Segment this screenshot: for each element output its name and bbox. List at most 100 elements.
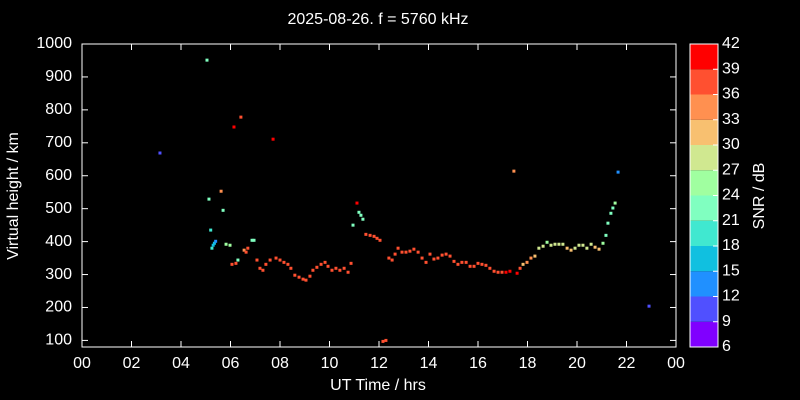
x-tick-label: 08 [271,355,289,372]
data-point [338,268,342,272]
data-point [230,262,234,266]
data-point [282,260,286,264]
data-point [561,242,565,246]
data-point [255,258,259,262]
colorbar-tick-label: 6 [722,338,731,355]
data-point [375,236,379,240]
y-tick-label: 900 [45,68,72,85]
x-tick-label: 10 [321,355,339,372]
data-point [293,273,297,277]
data-point [488,266,492,270]
data-point [308,274,312,278]
colorbar-segment [690,271,718,297]
data-point [577,243,581,247]
colorbar-segment [690,119,718,145]
data-point [545,240,549,244]
data-point [271,137,275,141]
colorbar-segment [690,195,718,221]
data-point [323,260,327,264]
data-point [334,266,338,270]
data-point [420,256,424,260]
data-point [301,277,305,281]
data-point [569,248,573,252]
data-point [553,242,557,246]
data-point [346,270,350,274]
colorbar-tick-label: 39 [722,60,740,77]
colorbar-label: SNR / dB [751,163,768,230]
x-tick-label: 14 [420,355,438,372]
data-point [541,244,545,248]
y-tick-label: 500 [45,200,72,217]
y-tick-label: 700 [45,134,72,151]
data-point [349,261,353,265]
data-point [616,170,620,174]
data-point [387,256,391,260]
x-tick-label: 12 [370,355,388,372]
data-point [390,258,394,262]
data-point [508,269,512,273]
x-tick-label: 16 [469,355,487,372]
chart-title: 2025-08-26. f = 5760 kHz [287,11,468,28]
data-point [565,246,569,250]
y-tick-label: 300 [45,266,72,283]
colorbar-tick-label: 42 [722,35,740,52]
data-point [359,213,363,217]
y-tick-label: 400 [45,233,72,250]
data-point [521,262,525,266]
colorbar-segment [690,170,718,196]
colorbar-segment [690,145,718,171]
x-tick-label: 18 [519,355,537,372]
colorbar-tick-label: 36 [722,86,740,103]
x-tick-label: 00 [73,355,91,372]
data-point [372,234,376,238]
data-point [436,256,440,260]
plot-frame [81,43,677,348]
data-point [408,249,412,253]
data-point [214,239,218,243]
data-point [456,262,460,266]
colorbar-tick-label: 12 [722,288,740,305]
data-point [212,241,216,245]
data-point [326,264,330,268]
data-point [593,245,597,249]
data-point [533,254,537,258]
data-point [221,208,225,212]
data-point [472,264,476,268]
data-point [210,246,214,250]
data-point [428,252,432,256]
data-point [228,243,232,247]
data-point [278,258,282,262]
data-point [464,260,468,264]
colorbar-segment [690,69,718,95]
data-point [315,265,319,269]
data-point [289,266,293,270]
data-point [232,125,236,129]
data-point [606,221,610,225]
data-point [264,262,268,266]
data-point [384,338,388,342]
data-point [252,238,256,242]
data-point [378,238,382,242]
data-point [424,260,428,264]
colorbar-tick-label: 30 [722,136,740,153]
data-point [246,246,250,250]
colorbar-tick-label: 15 [722,262,740,279]
y-tick-label: 800 [45,101,72,118]
data-point [261,268,265,272]
data-point [205,58,209,62]
data-point [242,248,246,252]
data-point [549,243,553,247]
data-point [448,254,452,258]
colorbar-tick-label: 33 [722,111,740,128]
colorbar-segment [690,220,718,246]
x-tick-label: 22 [618,355,636,372]
colorbar-tick-label: 9 [722,313,731,330]
data-point [480,262,484,266]
data-point [647,304,651,308]
data-point [412,247,416,251]
data-point [604,233,608,237]
colorbar-segment [690,44,718,70]
data-point [209,228,213,232]
x-tick-label: 00 [667,355,685,372]
